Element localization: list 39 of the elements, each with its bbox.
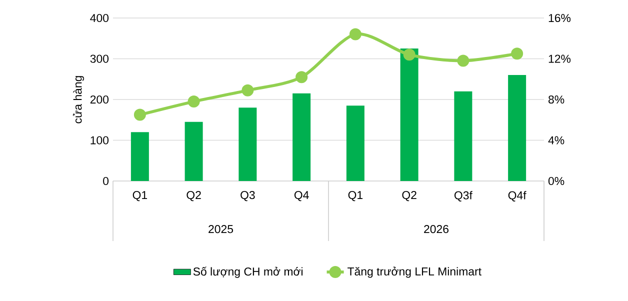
point: [349, 28, 362, 40]
text: 2026: [424, 225, 448, 234]
bar: [292, 93, 311, 181]
x-tick-label: Q1: [348, 190, 363, 202]
y2-tick-label: 16%: [548, 14, 571, 22]
point: [188, 96, 200, 108]
x-tick-label: Q1: [132, 190, 148, 202]
bar: [346, 106, 364, 181]
point: [511, 48, 524, 60]
legend-label: Số lượng CH mở mới: [193, 266, 302, 278]
bar: [184, 122, 203, 181]
bar: [130, 132, 149, 181]
y-tick-label: 400: [90, 14, 109, 22]
x-tick-label: Q4: [294, 190, 309, 202]
y2-tick-label: 0%: [548, 176, 564, 186]
point: [457, 54, 470, 67]
text: 2025: [208, 225, 234, 234]
y-axis-title: cửa hàng: [72, 76, 84, 124]
y2-tick-label: 8%: [548, 95, 564, 104]
x-tick-label: Q2: [402, 190, 416, 202]
y-tick-label: 100: [90, 136, 109, 144]
y-tick-label: 0: [103, 176, 109, 186]
y2-tick-label: 12%: [548, 54, 571, 63]
point: [296, 71, 308, 84]
y2-tick-label: 4%: [548, 136, 564, 144]
x-tick-label: Q4f: [508, 191, 526, 202]
x-tick-label: Q3: [240, 190, 255, 202]
y-tick-label: 200: [90, 95, 109, 104]
bar: [454, 91, 472, 181]
point: [134, 108, 146, 121]
bar: [400, 48, 418, 181]
x-tick-label: Q3f: [454, 191, 472, 202]
x-tick-label: Q2: [186, 190, 201, 202]
bar: [508, 75, 526, 181]
bar: [238, 108, 257, 181]
point: [403, 48, 416, 61]
point: [242, 84, 254, 96]
legend-label: Tăng trưởng LFL Minimart: [348, 266, 482, 278]
y-tick-label: 300: [90, 54, 109, 63]
